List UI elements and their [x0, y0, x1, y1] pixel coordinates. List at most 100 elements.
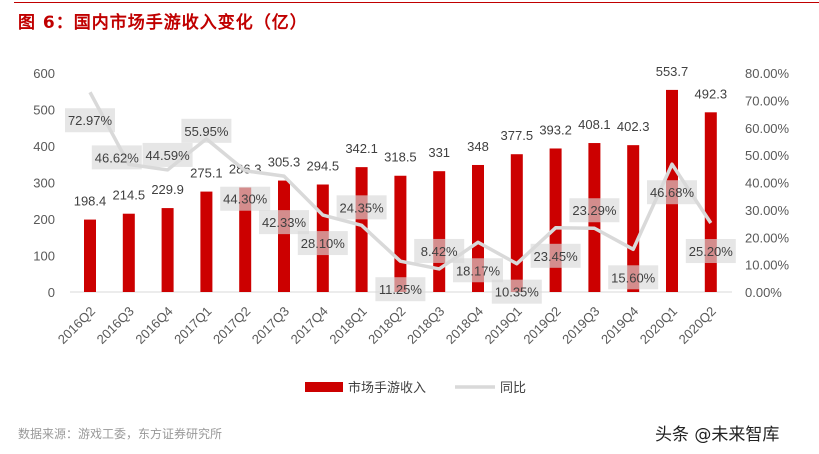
- x-tick-label: 2016Q4: [132, 304, 175, 347]
- bar-value-label: 229.9: [151, 182, 184, 197]
- yoy-value-label: 25.20%: [689, 244, 734, 259]
- x-tick-label: 2019Q4: [598, 304, 641, 347]
- x-tick-label: 2018Q2: [365, 304, 408, 347]
- yoy-value-label: 10.35%: [495, 285, 540, 300]
- right-tick-label: 70.00%: [745, 93, 790, 108]
- x-tick-label: 2019Q2: [520, 304, 563, 347]
- right-tick-label: 80.00%: [745, 66, 790, 81]
- left-tick-label: 400: [33, 139, 55, 154]
- yoy-value-label: 44.59%: [146, 148, 191, 163]
- right-tick-label: 20.00%: [745, 230, 790, 245]
- right-tick-label: 0.00%: [745, 285, 782, 300]
- legend-line-label: 同比: [500, 380, 526, 395]
- bar-value-label: 294.5: [307, 159, 340, 174]
- yoy-value-label: 72.97%: [68, 113, 113, 128]
- yoy-label-box: [647, 180, 697, 205]
- figure-title: 图 6：国内市场手游收入变化（亿）: [18, 13, 308, 33]
- yoy-label-box: [491, 279, 542, 304]
- yoy-value-label: 23.29%: [572, 203, 617, 218]
- x-tick-label: 2020Q1: [637, 304, 680, 347]
- yoy-value-label: 24.35%: [340, 200, 385, 215]
- bar-2019Q1: [510, 154, 523, 292]
- yoy-value-label: 44.30%: [223, 192, 268, 207]
- bar-2016Q4: [161, 208, 174, 292]
- yoy-value-label: 46.62%: [95, 150, 140, 165]
- x-tick-label: 2018Q1: [326, 304, 369, 347]
- x-tick-label: 2017Q4: [288, 304, 331, 347]
- x-tick-label: 2016Q3: [94, 304, 137, 347]
- bar-value-label: 275.1: [190, 166, 223, 181]
- bar-value-label: 377.5: [501, 128, 534, 143]
- x-tick-label: 2020Q2: [676, 304, 719, 347]
- yoy-label-box: [91, 145, 142, 170]
- bar-value-label: 348: [467, 139, 489, 154]
- chart: 0 100 200 300 400 500 600 0.00% 10.00% 20.00% 30.0…: [33, 64, 790, 395]
- bar-2016Q2: [84, 219, 96, 292]
- legend-bar-label: 市场手游收入: [348, 380, 426, 395]
- bar-value-label: 492.3: [695, 86, 728, 101]
- yoy-label-box: [142, 142, 193, 167]
- left-tick-label: 500: [33, 103, 55, 118]
- yoy-label-box: [685, 239, 736, 264]
- bar-value-label: 342.1: [345, 141, 378, 156]
- yoy-label-box: [297, 231, 348, 256]
- yoy-line: [88, 91, 713, 271]
- x-tick-label: 2017Q1: [171, 304, 214, 347]
- yoy-label-box: [220, 186, 271, 211]
- bar-2019Q4: [627, 145, 640, 292]
- right-tick-label: 10.00%: [745, 258, 790, 273]
- top-rule: [14, 2, 819, 3]
- left-tick-label: 0: [48, 285, 55, 300]
- x-tick-label: 2016Q2: [55, 304, 98, 347]
- bar-2018Q2: [394, 175, 407, 292]
- x-tick-label: 2019Q3: [559, 304, 602, 347]
- left-tick-label: 600: [33, 66, 55, 81]
- yoy-label-box: [375, 277, 426, 302]
- bar-2017Q1: [200, 191, 213, 292]
- legend-bar-swatch: [305, 382, 343, 392]
- bar-value-label: 318.5: [384, 150, 417, 165]
- left-tick-label: 300: [33, 176, 55, 191]
- bar-2017Q2: [239, 187, 252, 292]
- yoy-label-box: [181, 118, 232, 143]
- bar-2020Q2: [704, 112, 717, 292]
- x-tick-label: 2017Q2: [210, 304, 253, 347]
- bar-2016Q3: [122, 213, 135, 292]
- bar-2019Q2: [549, 148, 562, 292]
- right-tick-label: 50.00%: [745, 148, 790, 163]
- bar-2017Q3: [278, 180, 290, 292]
- bar-value-label: 402.3: [617, 119, 650, 134]
- bar-value-label: 198.4: [74, 194, 107, 209]
- yoy-label-box: [65, 108, 115, 133]
- bar-value-label: 305.3: [268, 155, 301, 170]
- yoy-label-box: [336, 195, 387, 220]
- yoy-value-label: 18.17%: [456, 263, 501, 278]
- left-tick-label: 100: [33, 249, 55, 264]
- x-tick-label: 2019Q1: [482, 304, 525, 347]
- yoy-label-box: [453, 258, 503, 283]
- yoy-value-label: 8.42%: [421, 244, 458, 259]
- bar-value-label: 214.5: [113, 188, 146, 203]
- yoy-value-label: 55.95%: [184, 124, 229, 139]
- bar-value-label: 408.1: [578, 117, 611, 132]
- x-tick-label: 2017Q3: [249, 304, 292, 347]
- yoy-value-label: 11.25%: [379, 282, 423, 297]
- watermark: 头条 @未来智库: [655, 425, 780, 445]
- yoy-label-box: [259, 210, 309, 235]
- left-tick-label: 200: [33, 212, 55, 227]
- yoy-value-label: 46.68%: [650, 185, 695, 200]
- right-tick-label: 30.00%: [745, 203, 790, 218]
- yoy-value-label: 28.10%: [301, 236, 346, 251]
- yoy-label-box: [569, 198, 620, 223]
- x-tick-label: 2018Q3: [404, 304, 447, 347]
- bar-value-label: 553.7: [656, 64, 689, 79]
- source-note: 数据来源：游戏工委，东方证券研究所: [18, 427, 223, 441]
- x-tick-label: 2018Q4: [443, 304, 486, 347]
- yoy-value-label: 23.45%: [534, 249, 579, 264]
- yoy-label-box: [608, 265, 659, 290]
- bar-value-label: 393.2: [539, 122, 572, 137]
- yoy-label-box: [530, 243, 581, 268]
- bar-value-label: 331: [428, 145, 450, 160]
- bar-2018Q3: [433, 171, 446, 292]
